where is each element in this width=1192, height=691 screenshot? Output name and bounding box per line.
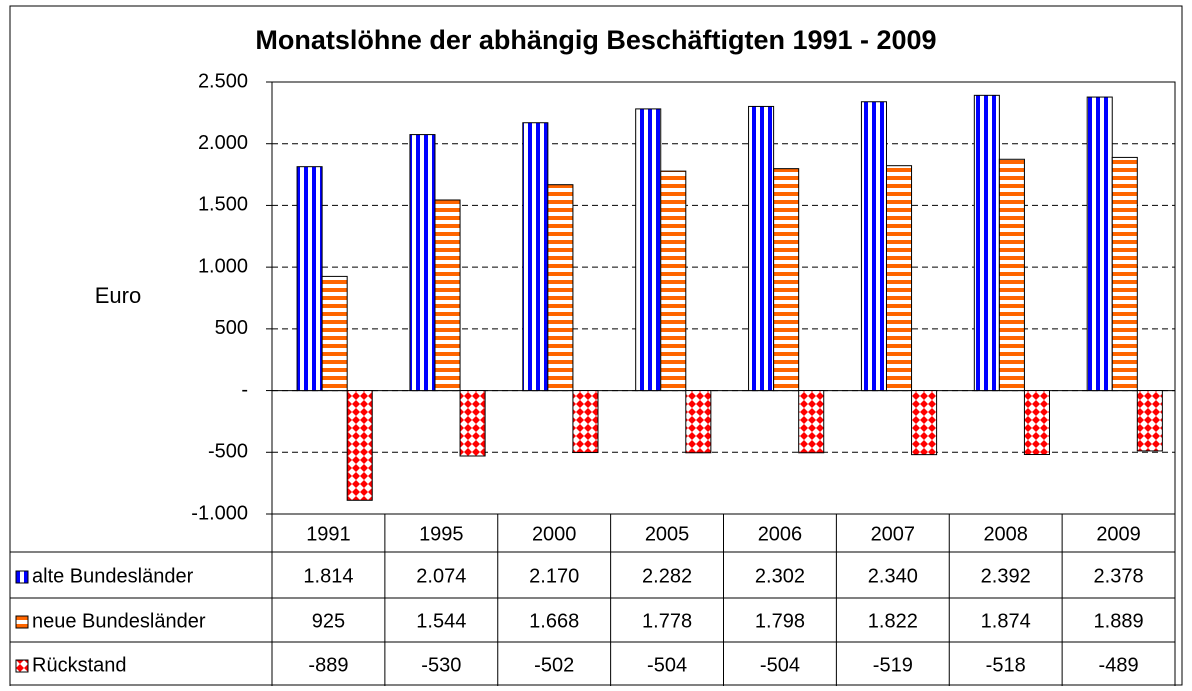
table-value: 2.378 bbox=[1094, 565, 1144, 587]
table-value: -502 bbox=[534, 654, 574, 676]
table-value: 1.822 bbox=[868, 610, 918, 632]
table-value: 1.814 bbox=[303, 565, 353, 587]
table-value: -530 bbox=[421, 654, 461, 676]
table-value: 2.170 bbox=[529, 565, 579, 587]
table-value: 1.778 bbox=[642, 610, 692, 632]
table-value: 2.302 bbox=[755, 565, 805, 587]
bar bbox=[685, 390, 712, 454]
table-value: -504 bbox=[647, 654, 687, 676]
bar bbox=[434, 199, 461, 392]
y-tick-label: - bbox=[241, 379, 248, 401]
category-label: 1991 bbox=[306, 523, 351, 545]
category-label: 2007 bbox=[871, 523, 916, 545]
y-axis-label: Euro bbox=[95, 283, 141, 308]
bar bbox=[1111, 156, 1138, 392]
category-label: 2008 bbox=[983, 523, 1028, 545]
bar bbox=[635, 108, 662, 392]
legend-label: neue Bundesländer bbox=[32, 610, 206, 632]
bar bbox=[296, 166, 323, 392]
table-value: 1.889 bbox=[1094, 610, 1144, 632]
bar bbox=[860, 101, 887, 392]
bar bbox=[885, 165, 913, 392]
table-value: 1.798 bbox=[755, 610, 805, 632]
category-label: 2000 bbox=[532, 523, 577, 545]
bar bbox=[321, 275, 348, 392]
table-value: 2.392 bbox=[981, 565, 1031, 587]
legend-label: alte Bundesländer bbox=[32, 565, 194, 587]
bar bbox=[409, 134, 436, 392]
bar bbox=[911, 390, 938, 456]
bar bbox=[572, 390, 599, 454]
bar bbox=[522, 122, 549, 392]
legend-key bbox=[15, 570, 29, 584]
y-tick-label: 500 bbox=[215, 317, 248, 339]
bar bbox=[973, 94, 1000, 392]
y-tick-label: 1.500 bbox=[198, 194, 248, 216]
legend-label: Rückstand bbox=[32, 654, 127, 676]
table-value: 1.874 bbox=[981, 610, 1031, 632]
y-tick-label: -1.000 bbox=[191, 502, 248, 524]
category-label: 2006 bbox=[758, 523, 803, 545]
table-value: -889 bbox=[308, 654, 348, 676]
table-value: 2.340 bbox=[868, 565, 918, 587]
table-value: 2.282 bbox=[642, 565, 692, 587]
chart-title: Monatslöhne der abhängig Beschäftigten 1… bbox=[255, 25, 936, 55]
table-value: 1.544 bbox=[416, 610, 466, 632]
category-label: 2005 bbox=[645, 523, 690, 545]
table-value: -519 bbox=[873, 654, 913, 676]
bar bbox=[1086, 96, 1113, 392]
bar bbox=[346, 390, 373, 501]
bar bbox=[660, 170, 687, 392]
legend-key bbox=[15, 659, 29, 673]
y-tick-label: 2.500 bbox=[198, 70, 248, 92]
bar bbox=[459, 390, 486, 457]
bar bbox=[1136, 390, 1163, 452]
table-value: -489 bbox=[1099, 654, 1139, 676]
category-label: 2009 bbox=[1096, 523, 1141, 545]
category-label: 1995 bbox=[419, 523, 464, 545]
y-tick-label: 2.000 bbox=[198, 132, 248, 154]
bar bbox=[998, 158, 1025, 392]
table-value: 925 bbox=[312, 610, 345, 632]
y-tick-label: 1.000 bbox=[198, 255, 248, 277]
table-value: 2.074 bbox=[416, 565, 466, 587]
bar bbox=[1023, 390, 1050, 456]
table-value: -504 bbox=[760, 654, 800, 676]
bar bbox=[547, 184, 574, 392]
legend-key bbox=[15, 615, 29, 629]
table-value: -518 bbox=[986, 654, 1026, 676]
bar bbox=[798, 390, 825, 454]
bar bbox=[773, 168, 800, 392]
bar bbox=[748, 105, 775, 392]
y-tick-label: -500 bbox=[208, 441, 248, 463]
table-value: 1.668 bbox=[529, 610, 579, 632]
